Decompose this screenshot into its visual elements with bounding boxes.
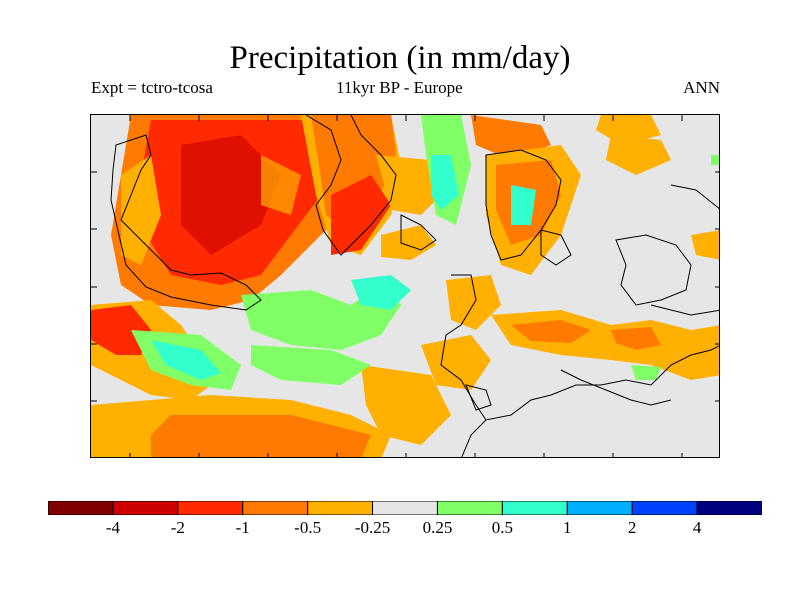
- colorbar-swatch: [112, 501, 179, 515]
- coastlines: [110, 115, 719, 457]
- colorbar-swatch: [372, 501, 438, 515]
- anomaly-field-midatlantic: [241, 275, 501, 390]
- anatolia-coastline: [650, 304, 719, 316]
- colorbar-swatch: [242, 501, 309, 515]
- map-ticks: [91, 115, 719, 457]
- colorbar: [48, 501, 762, 515]
- colorbar-tick-label: -4: [105, 518, 120, 537]
- anomaly-field-mediterranean: [491, 230, 719, 380]
- colorbar-tick-label: 1: [563, 518, 572, 537]
- colorbar-swatch: [631, 501, 698, 515]
- colorbar-tick-label: 2: [627, 518, 637, 537]
- greenland-coastline: [110, 134, 262, 311]
- period-region-label: 11kyr BP - Europe: [336, 78, 463, 97]
- black-sea-coastline: [615, 234, 692, 306]
- iceland-coastline: [305, 115, 397, 256]
- colorbar-swatch: [307, 501, 374, 515]
- plot-title: Precipitation (in mm/day): [229, 40, 571, 76]
- colorbar-tick-label: -0.5: [294, 518, 322, 537]
- colorbar-swatch: [436, 501, 503, 515]
- baltic-coastline: [540, 229, 572, 266]
- colorbar-tick-label: -1: [235, 518, 250, 537]
- faroe-coastline: [400, 214, 437, 251]
- ural-outline: [670, 184, 719, 210]
- experiment-label: Expt = tctro-tcosa: [91, 78, 213, 97]
- colorbar-tick-label: 4: [692, 518, 702, 537]
- europe-mainland-coastline: [440, 274, 719, 421]
- colorbar-swatch: [48, 501, 114, 515]
- precipitation-anomaly-map: [91, 115, 719, 457]
- anomaly-field-northsea: [471, 115, 719, 275]
- anomaly-field-iceland: [301, 115, 471, 260]
- season-label: ANN: [683, 78, 720, 97]
- colorbar-tick-label: 0.5: [491, 518, 513, 537]
- colorbar-swatches: [48, 501, 762, 515]
- colorbar-swatch: [566, 501, 633, 515]
- north-africa-coastline: [560, 369, 672, 406]
- colorbar-swatch: [501, 501, 568, 515]
- colorbar-tick-label: 0.25: [422, 518, 453, 537]
- iberia-outline: [465, 384, 492, 411]
- colorbar-swatch: [177, 501, 244, 515]
- colorbar-tick-label: -2: [170, 518, 185, 537]
- colorbar-swatch: [696, 501, 762, 515]
- map-panel: [90, 114, 720, 458]
- anomaly-field-atlantic: [91, 300, 451, 457]
- africa-west-coastline: [461, 419, 487, 457]
- colorbar-tick-label: -0.25: [354, 518, 391, 537]
